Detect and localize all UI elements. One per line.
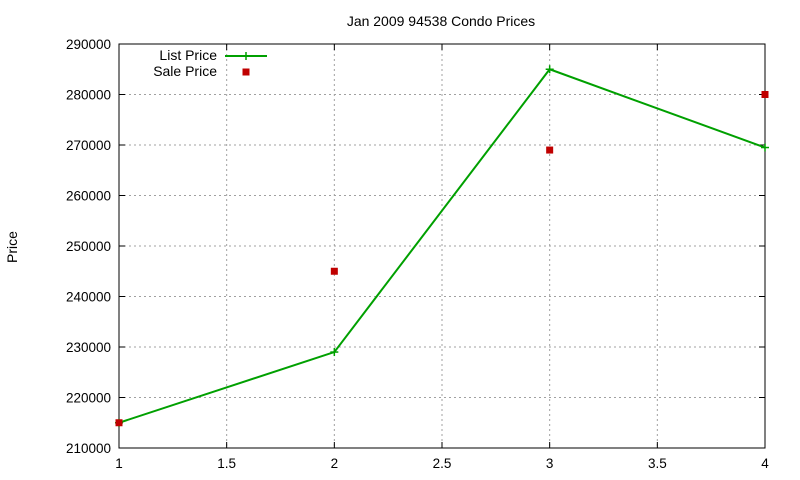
y-tick-label: 210000 bbox=[66, 441, 111, 456]
x-tick-label: 4 bbox=[761, 456, 769, 471]
legend: List Price Sale Price bbox=[153, 47, 267, 79]
y-tick-label: 220000 bbox=[66, 391, 111, 406]
sale-price-point bbox=[761, 91, 769, 98]
legend-marker-list-price bbox=[242, 52, 250, 60]
x-tick-label: 1.5 bbox=[217, 456, 236, 471]
list-price-point bbox=[545, 65, 554, 74]
y-tick-label: 250000 bbox=[66, 239, 111, 254]
y-tick-label: 280000 bbox=[66, 88, 111, 103]
list-price-point bbox=[761, 143, 769, 152]
y-axis-label: Price bbox=[4, 231, 20, 263]
plot-frame bbox=[118, 43, 766, 449]
legend-swatch-sale-price bbox=[242, 68, 250, 76]
x-tick-label: 1 bbox=[115, 456, 123, 471]
legend-swatch-list-price bbox=[225, 52, 267, 60]
axis-ticks: 210000 220000 230000 240000 250000 260000 2700… bbox=[66, 37, 769, 471]
legend-label-sale-price: Sale Price bbox=[153, 63, 217, 79]
sale-price-point bbox=[330, 267, 338, 275]
series bbox=[115, 65, 769, 427]
grid bbox=[119, 44, 765, 448]
y-tick-label: 240000 bbox=[66, 290, 111, 305]
sale-price-point bbox=[115, 419, 123, 427]
y-tick-label: 290000 bbox=[66, 37, 111, 52]
x-tick-label: 2 bbox=[331, 456, 339, 471]
x-tick-label: 2.5 bbox=[433, 456, 452, 471]
y-tick-label: 230000 bbox=[66, 340, 111, 355]
legend-marker-sale-price bbox=[242, 68, 250, 76]
y-tick-label: 260000 bbox=[66, 189, 111, 204]
sale-price-point bbox=[546, 146, 554, 154]
y-tick-label: 270000 bbox=[66, 138, 111, 153]
x-tick-label: 3 bbox=[546, 456, 554, 471]
chart-title: Jan 2009 94538 Condo Prices bbox=[347, 13, 535, 29]
x-tick-label: 3.5 bbox=[648, 456, 667, 471]
legend-label-list-price: List Price bbox=[159, 47, 217, 63]
list-price-point bbox=[330, 348, 339, 357]
list-price-line bbox=[118, 68, 766, 424]
